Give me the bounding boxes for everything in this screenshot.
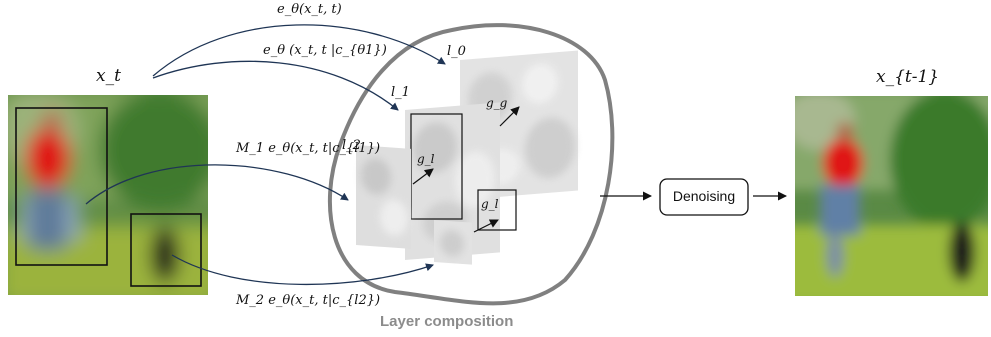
label-layer-l1: l_1 [391,85,410,100]
denoising-label: Denoising [672,188,736,204]
input-image-xt [8,95,208,295]
g-l-arrow-b [473,219,499,233]
equation-third: M_1 e_θ(x_t, t|c_{l1}) [236,141,381,156]
label-g-l-a: g_l [417,152,435,166]
label-xt-minus-1: x_{t-1} [876,67,940,87]
curve-arrow-second [152,60,399,111]
label-xt: x_t [96,66,121,86]
curve-arrow-top [152,24,446,77]
denoising-box [659,178,749,216]
layer-l2-card [356,145,472,265]
curve-arrow-third [85,164,349,205]
layer-composition-label: Layer composition [380,313,514,330]
equation-top: e_θ(x_t, t) [277,2,342,17]
label-g-g: g_g [486,96,508,110]
g-g-arrow [499,106,520,127]
curve-arrow-bottom [171,254,434,286]
output-image-xt-1 [795,96,988,296]
label-g-l-b: g_l [481,197,499,211]
g-l-arrow-a [412,168,434,185]
label-layer-l0: l_0 [447,44,466,59]
equation-second: e_θ (x_t, t |c_{θ1}) [263,43,387,58]
label-layer-l2: l_2 [342,138,361,153]
equation-bottom: M_2 e_θ(x_t, t|c_{l2}) [236,293,381,308]
layer-composition-blob [328,23,615,306]
